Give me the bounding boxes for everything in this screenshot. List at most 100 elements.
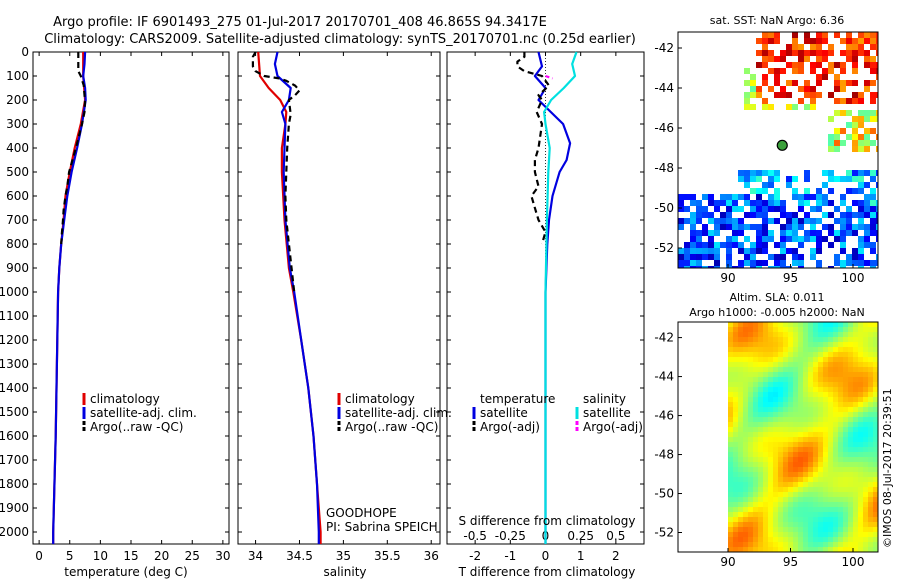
sla-cell <box>743 337 748 342</box>
sla-cell <box>763 447 768 452</box>
sla-cell <box>788 402 793 407</box>
sla-cell <box>798 342 803 347</box>
sst-cell <box>822 182 828 188</box>
sla-cell <box>863 412 868 417</box>
sla-cell <box>743 342 748 347</box>
sst-cell <box>804 200 810 206</box>
sst-cell <box>816 200 822 206</box>
sla-cell <box>758 542 763 547</box>
sla-cell <box>843 422 848 427</box>
sla-cell <box>733 347 738 352</box>
sla-cell <box>838 487 843 492</box>
sla-cell <box>778 362 783 367</box>
sla-cell <box>733 402 738 407</box>
sst-cell <box>696 218 702 224</box>
sst-cell <box>780 206 786 212</box>
series-line <box>542 51 578 544</box>
title-line2: Climatology: CARS2009. Satellite-adjuste… <box>44 32 636 47</box>
sla-cell <box>773 372 778 377</box>
sla-cell <box>748 432 753 437</box>
sla-cell <box>818 377 823 382</box>
sla-cell <box>863 322 868 327</box>
sla-cell <box>753 357 758 362</box>
sla-cell <box>843 537 848 542</box>
sst-cell <box>702 248 708 254</box>
sla-cell <box>758 372 763 377</box>
sst-cell <box>768 218 774 224</box>
sla-cell <box>768 397 773 402</box>
sla-cell <box>753 427 758 432</box>
sla-cell <box>843 327 848 332</box>
sst-cell <box>762 188 768 194</box>
sla-cell <box>828 357 833 362</box>
sla-cell <box>728 357 733 362</box>
sla-cell <box>873 352 878 357</box>
sla-cell <box>848 497 853 502</box>
sla-cell <box>843 542 848 547</box>
sst-cell <box>870 80 876 86</box>
sla-cell <box>823 482 828 487</box>
sla-cell <box>873 372 878 377</box>
sla-cell <box>768 362 773 367</box>
temperature-axes <box>32 51 230 545</box>
sst-cell <box>774 254 780 260</box>
sla-cell <box>873 527 878 532</box>
sla-cell <box>848 432 853 437</box>
sla-cell <box>868 387 873 392</box>
sst-cell <box>828 176 834 182</box>
sla-cell <box>728 467 733 472</box>
temperature-legend: climatology satellite-adj. clim. Argo(..… <box>82 392 197 434</box>
sla-cell <box>858 462 863 467</box>
sla-cell <box>843 492 848 497</box>
sst-cell <box>756 236 762 242</box>
sla-cell <box>753 492 758 497</box>
sla-cell <box>813 452 818 457</box>
sla-cell <box>808 437 813 442</box>
sst-cell <box>876 200 878 206</box>
sla-cell <box>738 492 743 497</box>
sst-cell <box>858 176 864 182</box>
sst-cell <box>864 236 870 242</box>
sst-cell <box>780 260 786 266</box>
sla-cell <box>743 362 748 367</box>
sst-cell <box>810 236 816 242</box>
sla-cell <box>798 467 803 472</box>
sla-cell <box>763 377 768 382</box>
sla-cell <box>863 447 868 452</box>
sla-cell <box>763 537 768 542</box>
sla-cell <box>843 367 848 372</box>
sla-cell <box>843 462 848 467</box>
sst-cell <box>828 266 834 268</box>
sla-cell <box>828 402 833 407</box>
y-tick-label: 1000 <box>0 285 29 299</box>
sla-cell <box>753 447 758 452</box>
sla-cell <box>743 357 748 362</box>
sla-cell <box>798 347 803 352</box>
sla-cell <box>738 537 743 542</box>
sst-cell <box>750 104 756 110</box>
legend-title-temperature: temperature <box>480 392 555 406</box>
sst-cell <box>876 38 878 44</box>
sla-cell <box>868 462 873 467</box>
sst-cell <box>732 200 738 206</box>
sst-cell <box>786 248 792 254</box>
sla-cell <box>798 387 803 392</box>
sst-cell <box>840 266 846 268</box>
sst-cell <box>810 98 816 104</box>
sla-cell <box>753 472 758 477</box>
sla-cell <box>748 532 753 537</box>
sst-cell <box>864 212 870 218</box>
sla-cell <box>873 547 878 552</box>
sla-cell <box>813 337 818 342</box>
sla-cell <box>783 462 788 467</box>
sst-cell <box>870 68 876 74</box>
sla-cell <box>853 417 858 422</box>
sla-cell <box>733 417 738 422</box>
sla-cell <box>788 327 793 332</box>
sla-cell <box>868 392 873 397</box>
sst-cell <box>750 92 756 98</box>
sst-cell <box>696 242 702 248</box>
sst-cell <box>774 188 780 194</box>
sst-cell <box>768 86 774 92</box>
sst-cell <box>780 224 786 230</box>
